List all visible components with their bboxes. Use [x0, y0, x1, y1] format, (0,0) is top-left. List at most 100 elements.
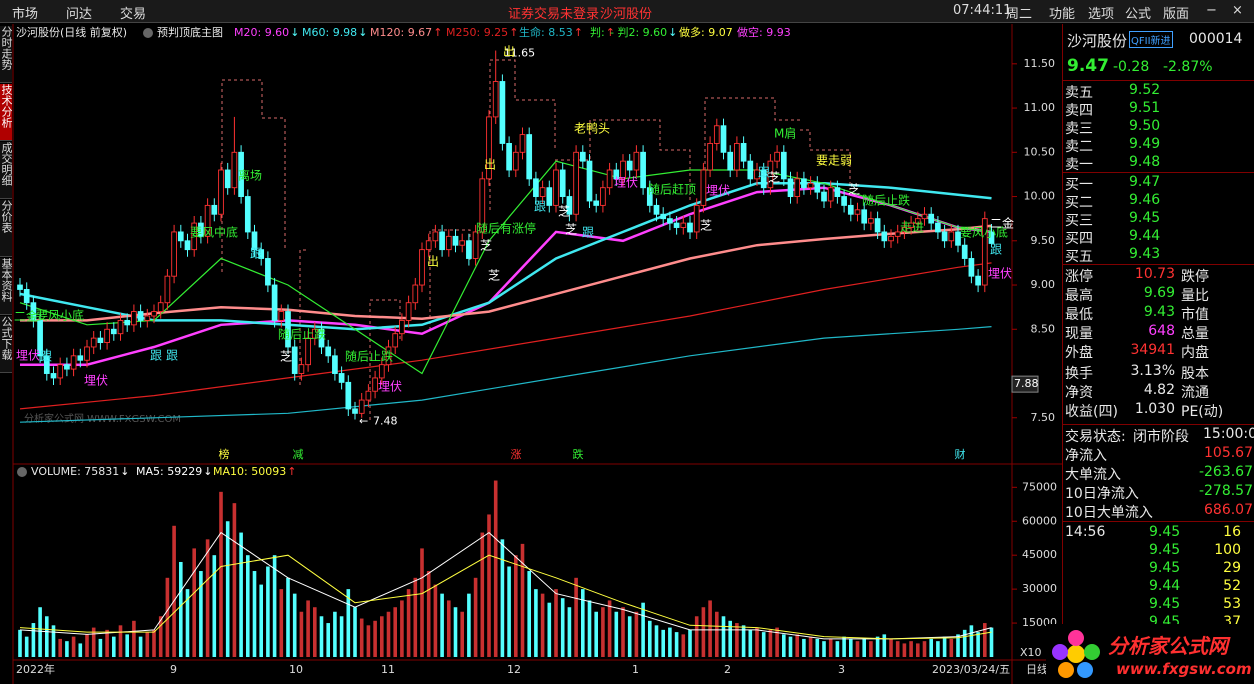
legend-arrow: ↑	[574, 26, 583, 39]
volume-bar	[815, 638, 820, 657]
volume-bar	[507, 566, 511, 657]
volume-bar	[239, 532, 243, 657]
tool[interactable]: 版面	[1163, 7, 1190, 22]
y-tick-label: 60000	[1022, 514, 1057, 527]
candle-body	[640, 151, 646, 189]
logo-icon	[1052, 630, 1100, 678]
candle-body	[244, 196, 251, 233]
flow-value: -278.57	[1198, 483, 1253, 499]
side-tab[interactable]: 公式下载	[0, 316, 13, 373]
volume-bar	[125, 634, 129, 657]
annotation: 芝	[480, 238, 492, 253]
dropdown-icon[interactable]	[17, 467, 27, 477]
volume-bar	[440, 593, 444, 657]
volume-bar	[18, 629, 22, 657]
book-price: 9.44	[1129, 228, 1161, 244]
side-tab[interactable]: 分时走势	[0, 26, 13, 83]
candle-body	[177, 231, 184, 242]
ma-line	[20, 186, 992, 366]
status: 闭市阶段	[1133, 429, 1189, 445]
annotation: 要风中底	[190, 225, 238, 240]
volume-bar	[480, 532, 485, 657]
tool[interactable]: 选项	[1088, 7, 1115, 22]
y-tick-label: 10.00	[1024, 190, 1056, 203]
side-tab[interactable]: 技术分析	[0, 84, 13, 141]
volume-bar	[346, 589, 351, 657]
volume-bar	[708, 600, 712, 657]
legend-arrow: ↓	[290, 26, 299, 39]
volume-bar	[366, 625, 371, 657]
book-price: 9.46	[1129, 192, 1161, 208]
book-price: 9.52	[1129, 82, 1161, 98]
candle-body	[921, 213, 928, 220]
annotation: 随后有涨停	[476, 221, 536, 236]
volume-bar	[875, 636, 880, 657]
candle-body	[345, 381, 352, 410]
legend-arrow: ↑	[287, 465, 296, 478]
volume-bar	[627, 616, 632, 657]
candle-body	[157, 302, 164, 313]
menu-item[interactable]: 问达	[66, 7, 93, 22]
candle-body	[332, 355, 338, 374]
volume-title: VOLUME: 75831	[31, 465, 119, 478]
book-price: 9.48	[1129, 154, 1161, 170]
volume-bar	[447, 600, 451, 657]
min-label: 7.48	[373, 415, 398, 428]
side-tab[interactable]: 成交明细	[0, 142, 13, 199]
book-label: 买二	[1065, 195, 1093, 211]
volume-bar	[252, 571, 257, 657]
candle-body	[124, 319, 131, 326]
chart-title: 沙河股份(日线 前复权)	[16, 25, 127, 39]
close[interactable]: ×	[1232, 3, 1243, 18]
y-tick-label: 7.50	[1031, 411, 1056, 424]
volume-bar	[902, 643, 907, 657]
max-label: 11.65	[504, 47, 536, 60]
candle-body	[238, 151, 244, 197]
volume-bar	[246, 555, 250, 657]
tool[interactable]: 公式	[1125, 7, 1152, 22]
minimize[interactable]: −	[1206, 3, 1217, 18]
volume-bar	[473, 577, 478, 657]
book-label: 买三	[1065, 213, 1093, 229]
candle-body	[459, 240, 466, 246]
stat-label: PE(动)	[1181, 404, 1224, 420]
menu-item[interactable]: 市场	[12, 7, 39, 22]
candle-body	[794, 178, 801, 197]
candle-body	[211, 204, 218, 215]
side-tab[interactable]: 分价表	[0, 200, 13, 257]
volume-bar	[460, 611, 464, 657]
quote-panel: 沙河股份 QFII新进 000014 9.47 -0.28 -2.87% 卖五 9…	[1062, 24, 1254, 684]
tool[interactable]: 功能	[1049, 7, 1076, 22]
annotation: 随后止跌	[345, 349, 393, 364]
tick-price: 9.44	[1149, 578, 1181, 594]
stat-label: 涨停	[1065, 269, 1093, 285]
candle-body	[787, 178, 794, 197]
candle-body	[533, 178, 539, 197]
stat-label: 股本	[1181, 366, 1209, 382]
ma-line	[20, 224, 992, 322]
dropdown-icon[interactable]	[143, 28, 153, 38]
menu-item[interactable]: 交易	[120, 7, 147, 22]
candle-body	[539, 187, 546, 197]
candle-body	[110, 328, 117, 335]
annotation: 要风小底	[960, 225, 1008, 240]
candle-body	[452, 235, 459, 246]
candle-body	[432, 231, 439, 242]
volume-bar	[828, 638, 833, 657]
stat-value: 3.13%	[1130, 363, 1175, 379]
candle-body	[727, 151, 734, 171]
volume-bar	[38, 607, 42, 657]
candle-body	[606, 169, 613, 189]
candle-body	[667, 218, 673, 224]
y-tick-label: 10.50	[1024, 145, 1056, 158]
annotation: 跟	[990, 243, 1002, 257]
volume-bar	[962, 629, 967, 657]
divider	[1063, 80, 1254, 81]
event-marker: 涨	[511, 448, 522, 461]
volume-bar	[909, 641, 913, 657]
volume-bar	[614, 611, 619, 657]
volume-bar	[976, 632, 980, 657]
candle-body	[854, 209, 861, 215]
legend-entry: MA5: 59229	[136, 465, 202, 478]
side-tab[interactable]: 基本资料	[0, 258, 13, 315]
